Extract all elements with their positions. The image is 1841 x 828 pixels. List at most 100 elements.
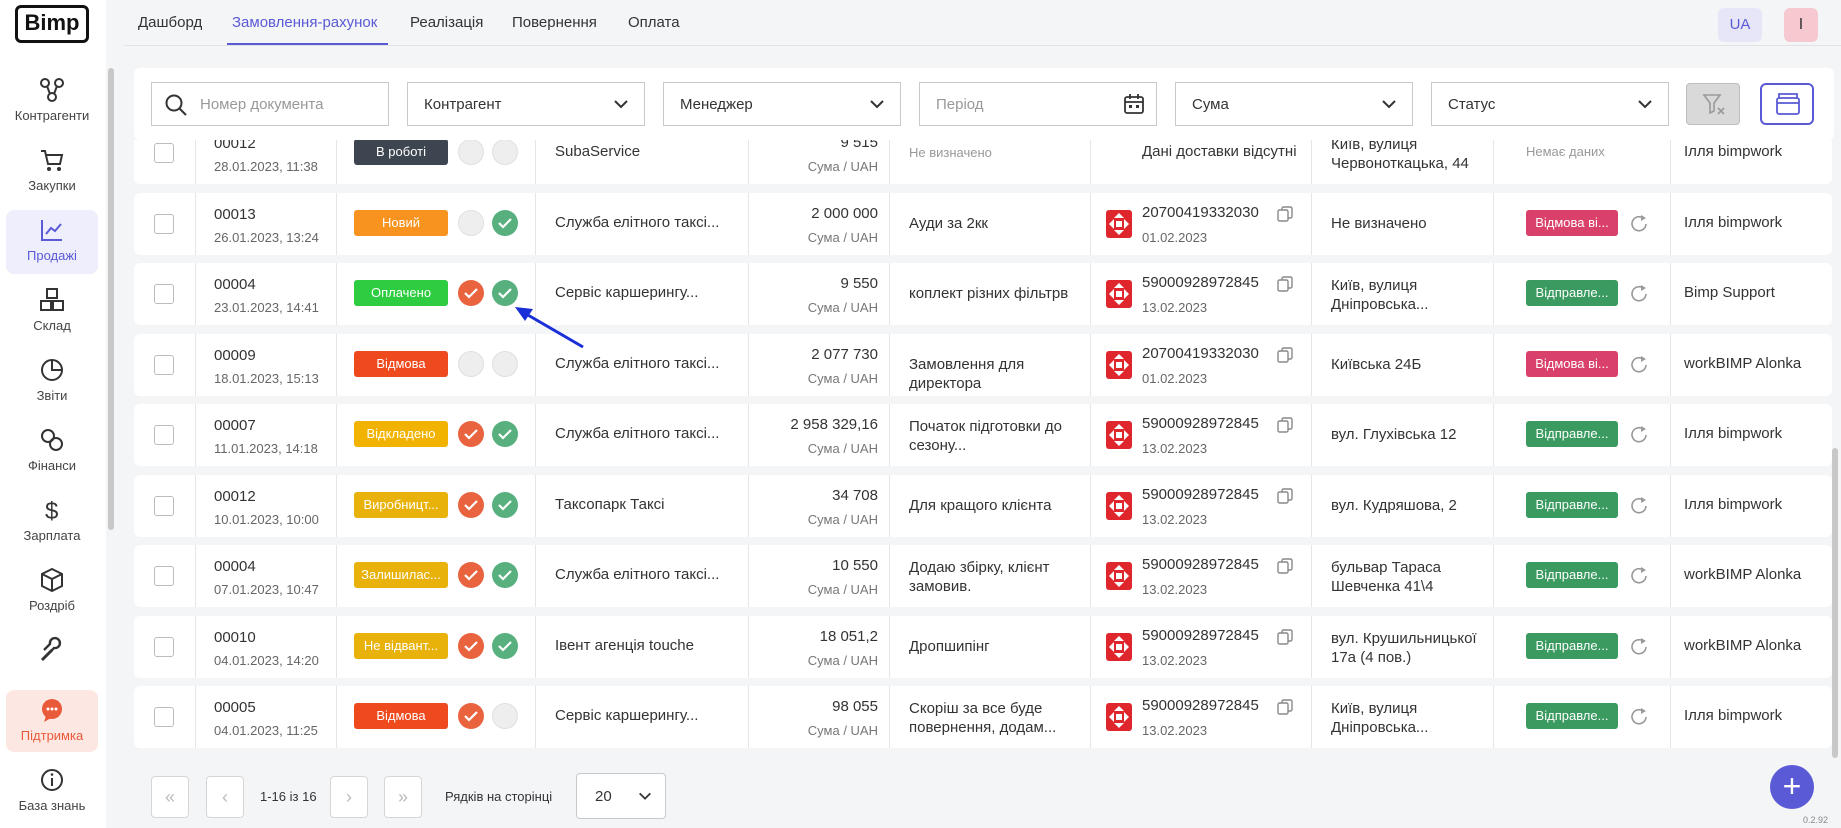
sidebar-item-8[interactable]: Роздріб [6, 560, 98, 624]
refresh-icon[interactable] [1628, 213, 1650, 235]
copy-icon[interactable] [1277, 558, 1293, 574]
first-page-button[interactable]: « [151, 776, 189, 818]
saved-filters-button[interactable] [1760, 83, 1814, 125]
row-checkbox[interactable] [154, 354, 174, 375]
last-page-button[interactable]: » [384, 776, 422, 818]
sidebar-item-4[interactable]: Склад [6, 280, 98, 344]
manager-select[interactable]: Менеджер [663, 82, 901, 126]
doc-number[interactable]: 00012 [214, 140, 256, 152]
row-checkbox[interactable] [154, 425, 174, 445]
delivery-status-badge[interactable]: Відмова ві... [1526, 209, 1618, 236]
sidebar-item-7[interactable]: $ Зарплата [6, 490, 98, 554]
row-checkbox[interactable] [154, 566, 174, 586]
app-logo[interactable]: Bimp [15, 5, 89, 43]
ttn-number[interactable]: 59000928972845 [1142, 485, 1259, 503]
delivery-status-badge[interactable]: Відправле... [1526, 632, 1618, 659]
check-circle-icon[interactable] [458, 280, 484, 306]
tab-payment[interactable]: Оплата [628, 14, 680, 31]
order-status-badge[interactable]: Виробницт... [354, 491, 448, 518]
tab-realization[interactable]: Реалізація [410, 14, 484, 31]
order-status-badge[interactable]: Відмова [354, 350, 448, 377]
refresh-icon[interactable] [1628, 354, 1650, 376]
table-row[interactable]: 00013 26.01.2023, 13:24 Новий Служба елітно… [134, 192, 1832, 255]
pending-circle-icon[interactable] [492, 703, 518, 729]
refresh-icon[interactable] [1628, 495, 1650, 517]
table-scrollbar[interactable] [1832, 448, 1838, 758]
doc-number[interactable]: 00004 [214, 558, 256, 575]
check-circle-icon[interactable] [492, 209, 518, 236]
sidebar-item-6[interactable]: Фінанси [6, 420, 98, 484]
sidebar-item-3[interactable]: Продажі [6, 210, 98, 274]
refresh-icon[interactable] [1628, 424, 1650, 446]
row-checkbox[interactable] [154, 143, 174, 163]
counterparty-select[interactable]: Контрагент [407, 82, 645, 126]
check-circle-icon[interactable] [492, 280, 518, 306]
pending-circle-icon[interactable] [458, 140, 484, 165]
refresh-icon[interactable] [1628, 565, 1650, 587]
doc-number[interactable]: 00012 [214, 487, 256, 505]
sidebar-item-2[interactable]: Закупки [6, 140, 98, 204]
check-circle-icon[interactable] [458, 421, 484, 447]
row-checkbox[interactable] [154, 495, 174, 516]
ttn-number[interactable]: 59000928972845 [1142, 415, 1259, 432]
order-status-badge[interactable]: В роботі [354, 140, 448, 165]
order-status-badge[interactable]: Відкладено [354, 421, 448, 447]
prev-page-button[interactable]: ‹ [206, 776, 244, 818]
refresh-icon[interactable] [1628, 636, 1650, 658]
order-status-badge[interactable]: Не відвант... [354, 632, 448, 659]
ttn-number[interactable]: 20700419332030 [1142, 203, 1259, 221]
refresh-icon[interactable] [1628, 283, 1650, 305]
sum-select[interactable]: Сума [1175, 82, 1413, 126]
check-circle-icon[interactable] [458, 491, 484, 518]
table-row[interactable]: 00010 04.01.2023, 14:20 Не відвант... Івент… [134, 615, 1832, 678]
check-circle-icon[interactable] [492, 491, 518, 518]
pending-circle-icon[interactable] [458, 209, 484, 236]
order-status-badge[interactable]: Відмова [354, 703, 448, 729]
copy-icon[interactable] [1277, 417, 1293, 433]
sidebar-scrollbar[interactable] [108, 68, 114, 530]
add-order-button[interactable]: + [1770, 765, 1814, 809]
pending-circle-icon[interactable] [458, 350, 484, 377]
check-circle-icon[interactable] [492, 562, 518, 588]
delivery-status-badge[interactable]: Відправле... [1526, 421, 1618, 447]
check-circle-icon[interactable] [458, 562, 484, 588]
sidebar-item-9[interactable] [6, 630, 98, 694]
period-input[interactable]: Період [919, 82, 1157, 126]
refresh-icon[interactable] [1628, 706, 1650, 728]
check-circle-icon[interactable] [458, 632, 484, 659]
tab-returns[interactable]: Повернення [512, 14, 597, 31]
row-checkbox[interactable] [154, 213, 174, 234]
sidebar-item-11[interactable]: База знань [6, 760, 98, 824]
tab-orders-invoice[interactable]: Замовлення-рахунок [232, 14, 378, 31]
delivery-status-badge[interactable]: Відправле... [1526, 703, 1618, 729]
copy-icon[interactable] [1277, 346, 1293, 363]
delivery-status-badge[interactable]: Відправле... [1526, 280, 1618, 306]
order-status-badge[interactable]: Оплачено [354, 280, 448, 306]
doc-number-search-input[interactable]: Номер документа [151, 82, 389, 126]
delivery-status-badge[interactable]: Відмова ві... [1526, 350, 1618, 377]
sidebar-item-5[interactable]: Звіти [6, 350, 98, 414]
sidebar-item-1[interactable]: Контрагенти [6, 70, 98, 134]
row-checkbox[interactable] [154, 636, 174, 657]
delivery-status-badge[interactable]: Відправле... [1526, 491, 1618, 518]
doc-number[interactable]: 00013 [214, 205, 256, 223]
calendar-icon[interactable] [1122, 92, 1146, 116]
order-status-badge[interactable]: Новий [354, 209, 448, 236]
delivery-status-badge[interactable]: Відправле... [1526, 562, 1618, 588]
doc-number[interactable]: 00004 [214, 276, 256, 293]
copy-icon[interactable] [1277, 276, 1293, 292]
tab-dashboard[interactable]: Дашборд [138, 14, 203, 31]
language-button[interactable]: UA [1718, 8, 1762, 42]
next-page-button[interactable]: › [330, 776, 368, 818]
doc-number[interactable]: 00009 [214, 346, 256, 364]
table-row[interactable]: 00012 10.01.2023, 10:00 Виробницт... Таксоп… [134, 474, 1832, 537]
rows-per-page-select[interactable]: 20 [576, 773, 666, 819]
pending-circle-icon[interactable] [492, 350, 518, 377]
user-avatar-button[interactable]: I [1784, 8, 1818, 42]
sidebar-item-10[interactable]: Підтримка [6, 690, 98, 752]
check-circle-icon[interactable] [492, 421, 518, 447]
doc-number[interactable]: 00010 [214, 628, 256, 646]
table-row[interactable]: 00009 18.01.2023, 15:13 Відмова Служба еліт… [134, 333, 1832, 396]
ttn-number[interactable]: 59000928972845 [1142, 274, 1259, 291]
ttn-number[interactable]: 59000928972845 [1142, 556, 1259, 573]
